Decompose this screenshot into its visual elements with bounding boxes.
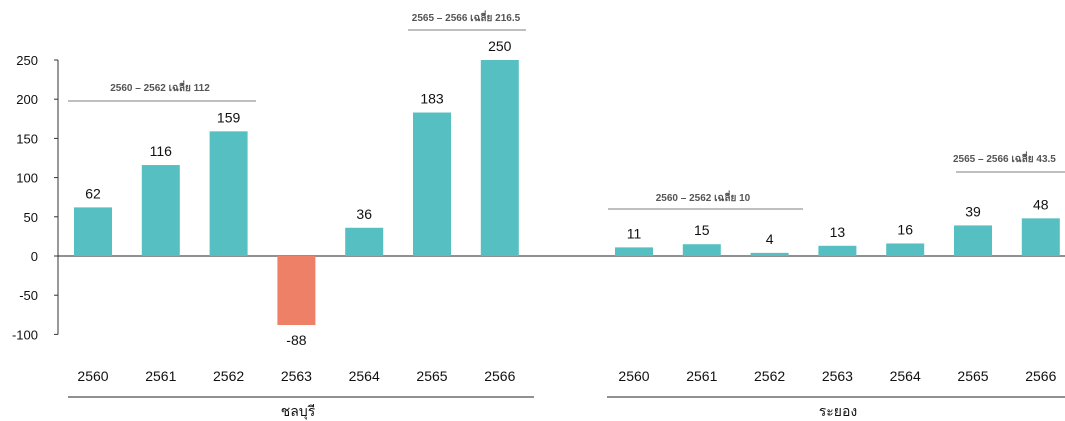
data-label: 4	[766, 231, 774, 247]
data-label: 159	[217, 109, 241, 125]
data-label: 48	[1033, 196, 1049, 212]
bar-chonburi-2562	[209, 131, 248, 256]
data-label: 39	[965, 203, 981, 219]
bar-chonburi-2565	[413, 112, 451, 256]
x-tick-label: 2565	[416, 368, 447, 384]
data-label: 250	[488, 38, 512, 54]
x-tick-label: 2566	[1025, 368, 1056, 384]
x-tick-label: 2564	[890, 368, 921, 384]
y-tick-label: -50	[19, 288, 38, 303]
x-tick-label: 2560	[618, 368, 649, 384]
bars	[74, 60, 1060, 325]
bar-rayong-2563	[818, 245, 857, 256]
x-tick-label: 2561	[145, 368, 176, 384]
bar-chonburi-2560	[74, 207, 112, 256]
x-tick-label: 2562	[213, 368, 244, 384]
x-axis: 2560 2561 2562 2563 2564 2565 2566 ชลบุรี 2560 25…	[68, 368, 1065, 420]
data-label: -88	[286, 332, 306, 348]
y-tick-label: -100	[12, 327, 38, 342]
bar-chonburi-2564	[345, 227, 384, 256]
x-tick-label: 2562	[754, 368, 785, 384]
data-label: 183	[420, 91, 444, 107]
x-tick-label: 2561	[686, 368, 717, 384]
x-tick-label: 2560	[77, 368, 108, 384]
y-tick-label: 0	[31, 249, 38, 264]
bar-rayong-2560	[615, 247, 653, 256]
average-annotation: 2565 – 2566 เฉลี่ย 216.5	[412, 10, 521, 24]
data-label: 62	[85, 185, 101, 201]
y-tick-label: 150	[16, 131, 38, 146]
average-annotation: 2560 – 2562 เฉลี่ย 112	[110, 80, 210, 94]
group-label: ชลบุรี	[281, 403, 316, 420]
y-tick-label: 50	[24, 210, 38, 225]
bar-rayong-2562	[750, 252, 789, 256]
data-label: 11	[627, 225, 642, 241]
x-tick-label: 2564	[349, 368, 380, 384]
group-label: ระยอง	[819, 403, 858, 419]
y-tick-label: 100	[16, 171, 38, 186]
bar-chonburi-2563	[277, 256, 316, 325]
data-label: 16	[897, 221, 913, 237]
bar-rayong-2561	[682, 244, 721, 256]
x-tick-label: 2563	[822, 368, 853, 384]
average-annotation: 2560 – 2562 เฉลี่ย 10	[656, 190, 751, 204]
x-tick-label: 2566	[484, 368, 515, 384]
data-label: 13	[830, 224, 846, 240]
y-tick-label: 250	[16, 53, 38, 68]
data-label: 36	[356, 206, 372, 222]
data-label: 116	[150, 143, 173, 159]
data-label: 15	[694, 222, 710, 238]
bar-chonburi-2566	[480, 60, 519, 256]
y-tick-label: 200	[16, 92, 38, 107]
annotations: 2560 – 2562 เฉลี่ย 112 2565 – 2566 เฉลี่ย…	[68, 10, 1065, 210]
data-labels: 62 116 159 -88 36 183 250 11 15 4 13 16 39 48	[85, 38, 1049, 348]
bar-rayong-2565	[954, 225, 992, 256]
bar-chonburi-2561	[141, 165, 180, 256]
bar-rayong-2566	[1021, 218, 1060, 256]
average-annotation: 2565 – 2566 เฉลี่ย 43.5	[953, 151, 1056, 165]
bar-rayong-2564	[886, 243, 925, 256]
x-tick-label: 2563	[281, 368, 312, 384]
x-tick-label: 2565	[957, 368, 988, 384]
